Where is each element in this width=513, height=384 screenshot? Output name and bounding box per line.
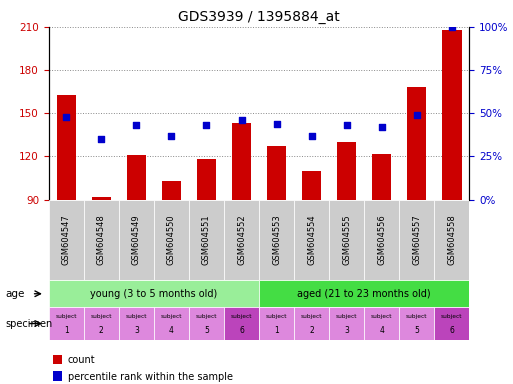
Bar (49, 280, 259, 307)
Text: 1: 1 (64, 326, 69, 335)
Bar (435, 307, 469, 340)
Text: 1: 1 (274, 326, 279, 335)
Bar (435, 200, 469, 280)
Point (238, 117, 246, 123)
Bar (267, 146, 286, 200)
Text: GSM604557: GSM604557 (412, 215, 421, 265)
Point (132, 122, 141, 128)
Text: age: age (5, 289, 25, 299)
Bar (407, 88, 426, 200)
Point (378, 124, 386, 130)
Bar (302, 171, 321, 200)
Point (272, 121, 281, 127)
Bar (372, 154, 391, 200)
Point (307, 133, 315, 139)
Bar (224, 307, 259, 340)
Point (412, 112, 421, 118)
Bar (259, 307, 294, 340)
Bar (162, 181, 181, 200)
Text: 4: 4 (379, 326, 384, 335)
Bar (399, 200, 435, 280)
Bar (119, 200, 154, 280)
Text: subject: subject (231, 314, 252, 319)
Bar (329, 307, 364, 340)
Point (343, 122, 351, 128)
Point (448, 24, 456, 30)
Text: GSM604552: GSM604552 (237, 215, 246, 265)
Bar (154, 200, 189, 280)
Text: subject: subject (301, 314, 322, 319)
Text: count: count (68, 356, 95, 366)
Text: 4: 4 (169, 326, 174, 335)
Bar (329, 200, 364, 280)
Bar (53, 355, 62, 364)
Text: percentile rank within the sample: percentile rank within the sample (68, 372, 233, 382)
Bar (56, 94, 76, 200)
Bar (53, 371, 62, 381)
Text: subject: subject (406, 314, 427, 319)
Bar (232, 123, 251, 200)
Text: aged (21 to 23 months old): aged (21 to 23 months old) (298, 289, 431, 299)
Text: GSM604547: GSM604547 (62, 215, 71, 265)
Text: subject: subject (91, 314, 112, 319)
Point (62, 114, 70, 120)
Text: subject: subject (336, 314, 358, 319)
Text: 2: 2 (99, 326, 104, 335)
Bar (49, 307, 84, 340)
Bar (92, 197, 111, 200)
Bar (119, 307, 154, 340)
Text: subject: subject (266, 314, 287, 319)
Text: subject: subject (196, 314, 217, 319)
Text: 5: 5 (415, 326, 419, 335)
Text: 5: 5 (204, 326, 209, 335)
Bar (442, 30, 462, 200)
Bar (154, 307, 189, 340)
Bar (337, 142, 357, 200)
Bar (224, 200, 259, 280)
Bar (364, 307, 399, 340)
Text: GSM604551: GSM604551 (202, 215, 211, 265)
Text: GSM604553: GSM604553 (272, 215, 281, 265)
Text: young (3 to 5 months old): young (3 to 5 months old) (90, 289, 218, 299)
Text: GSM604558: GSM604558 (447, 215, 457, 265)
Bar (189, 307, 224, 340)
Text: subject: subject (126, 314, 147, 319)
Text: subject: subject (441, 314, 463, 319)
Text: subject: subject (161, 314, 182, 319)
Bar (127, 155, 146, 200)
Text: 2: 2 (309, 326, 314, 335)
Bar (294, 307, 329, 340)
Text: GSM604549: GSM604549 (132, 215, 141, 265)
Text: subject: subject (55, 314, 77, 319)
Text: GSM604550: GSM604550 (167, 215, 176, 265)
Text: specimen: specimen (5, 318, 52, 329)
Text: GSM604554: GSM604554 (307, 215, 316, 265)
Bar (294, 200, 329, 280)
Text: GSM604548: GSM604548 (97, 215, 106, 265)
Bar (189, 200, 224, 280)
Point (97, 136, 105, 142)
Title: GDS3939 / 1395884_at: GDS3939 / 1395884_at (178, 10, 340, 25)
Text: subject: subject (371, 314, 392, 319)
Text: GSM604556: GSM604556 (377, 215, 386, 265)
Text: 6: 6 (449, 326, 455, 335)
Text: 3: 3 (344, 326, 349, 335)
Point (167, 133, 175, 139)
Text: 6: 6 (239, 326, 244, 335)
Point (202, 122, 210, 128)
Bar (84, 307, 119, 340)
Bar (197, 159, 216, 200)
Bar (49, 200, 84, 280)
Bar (399, 307, 435, 340)
Bar (259, 200, 294, 280)
Bar (259, 280, 469, 307)
Text: GSM604555: GSM604555 (342, 215, 351, 265)
Bar (84, 200, 119, 280)
Bar (364, 200, 399, 280)
Text: 3: 3 (134, 326, 139, 335)
